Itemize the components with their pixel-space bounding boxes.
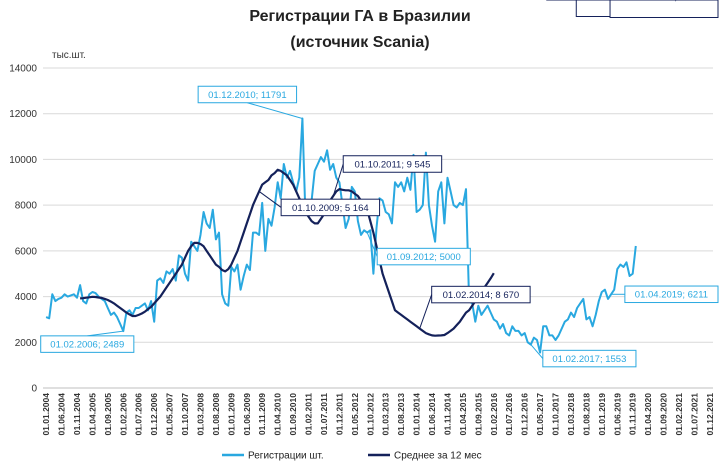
annotation-leader-line <box>258 191 282 208</box>
x-tick-label: 01.10.2007 <box>180 393 190 436</box>
x-tick-label: 01.09.2015 <box>473 393 483 436</box>
x-tick-label: 01.11.2004 <box>72 393 82 435</box>
annotation-box <box>431 285 531 304</box>
x-tick-label: 01.05.2017 <box>535 393 545 436</box>
annotation-box <box>342 155 443 173</box>
x-tick-label: 01.09.2020 <box>659 393 669 436</box>
monthly-registrations-series-line <box>45 117 637 354</box>
x-tick-label: 01.04.2010 <box>273 393 283 436</box>
x-tick-label: 01.08.2013 <box>396 393 406 436</box>
x-tick-label: 01.09.2005 <box>103 393 113 436</box>
x-tick-label: 01.07.2016 <box>504 393 514 436</box>
x-tick-label: 01.12.2011 <box>334 393 344 435</box>
annotation-leader-line <box>530 344 544 359</box>
annotation-label: 01.02.2017; 1553 <box>552 354 626 365</box>
x-tick-label: 01.02.2006 <box>118 393 128 436</box>
annotation-box <box>609 0 719 18</box>
x-tick-label: 01.02.2011 <box>304 393 314 435</box>
x-tick-label: 01.10.2017 <box>551 393 561 436</box>
x-tick-label: 01.04.2005 <box>87 393 97 436</box>
y-tick-label: 2000 <box>15 338 38 349</box>
x-tick-label: 01.06.2019 <box>612 393 622 436</box>
x-tick-label: 01.01.2004 <box>41 393 51 436</box>
x-tick-label: 01.12.2021 <box>705 393 715 436</box>
y-tick-label: 12000 <box>9 109 37 120</box>
y-axis-label: тыс.шт. <box>52 50 86 61</box>
annotation-label: 01.10.2011; 9 545 <box>354 159 430 170</box>
x-tick-label: 01.11.2014 <box>442 393 452 435</box>
annotation-leader-line <box>332 163 344 197</box>
annotation-label: 01.10.2009; 5 164 <box>292 203 369 214</box>
x-tick-label: 01.03.2018 <box>566 393 576 436</box>
x-tick-label: 01.11.2019 <box>628 393 638 435</box>
y-tick-label: 8000 <box>15 201 38 212</box>
x-tick-label: 01.09.2010 <box>288 393 298 436</box>
x-tick-label: 01.12.2006 <box>149 393 159 436</box>
annotation-box <box>40 335 135 353</box>
y-tick-label: 6000 <box>15 246 38 257</box>
annotation-label: 01.12.2010; 11791 <box>208 90 287 101</box>
x-tick-label: 01.05.2007 <box>165 393 175 436</box>
annotation-label: 01.04.2019; 6211 <box>635 290 708 301</box>
annotation-box <box>280 198 381 217</box>
x-tick-label: 01.06.2004 <box>57 393 67 436</box>
x-tick-label: 01.02.2016 <box>489 393 499 436</box>
annotation-label: 01.02.2006; 2489 <box>50 339 124 350</box>
annotation-label: 01.04.2019; 5 021 <box>622 0 707 3</box>
x-tick-label: 01.07.2021 <box>689 393 699 436</box>
annotation-label: 01.02.2014; 8 670 <box>443 290 520 301</box>
x-tick-label: 01.07.2011 <box>319 393 329 435</box>
annotation-label: 01.09.2012; 5000 <box>387 252 461 263</box>
annotation-leader-line <box>419 294 433 329</box>
x-tick-label: 01.04.2015 <box>458 393 468 436</box>
annotation-box <box>376 247 471 266</box>
x-tick-label: 01.06.2009 <box>242 393 252 436</box>
x-tick-label: 01.06.2014 <box>427 393 437 436</box>
x-tick-label: 01.11.2009 <box>257 393 267 435</box>
annotation-leader-line <box>87 330 124 337</box>
annotation-box <box>197 85 298 104</box>
x-tick-label: 01.03.2013 <box>381 393 391 436</box>
chart-title: Регистрации ГА в Бразилии <box>249 8 471 25</box>
x-tick-label: 01.04.2020 <box>643 393 653 436</box>
x-tick-label: 01.03.2008 <box>195 393 205 436</box>
y-tick-label: 0 <box>31 384 37 395</box>
x-tick-label: 01.10.2012 <box>365 393 375 436</box>
annotation-leader-line <box>247 102 303 119</box>
legend-label: Регистрации шт. <box>248 451 324 462</box>
y-tick-label: 14000 <box>9 64 37 75</box>
legend-label: Среднее за 12 мес <box>394 451 482 462</box>
x-tick-label: 01.05.2012 <box>350 393 360 436</box>
chart-subtitle: (источник Scania) <box>290 34 430 51</box>
x-tick-label: 01.01.2014 <box>412 393 422 436</box>
y-tick-label: 10000 <box>9 155 37 166</box>
x-tick-label: 01.08.2018 <box>581 393 591 436</box>
x-tick-label: 01.07.2006 <box>134 393 144 436</box>
x-tick-label: 01.12.2016 <box>520 393 530 436</box>
annotation-box <box>624 285 719 304</box>
x-tick-label: 01.08.2008 <box>211 393 221 436</box>
x-tick-label: 01.01.2009 <box>226 393 236 436</box>
y-tick-label: 4000 <box>15 292 38 303</box>
annotation-box <box>542 349 637 368</box>
x-tick-label: 01.02.2021 <box>674 393 684 436</box>
x-tick-label: 01.01.2019 <box>597 393 607 436</box>
avg-12m-series-line <box>80 168 495 337</box>
annotation-leader-line <box>366 232 378 257</box>
